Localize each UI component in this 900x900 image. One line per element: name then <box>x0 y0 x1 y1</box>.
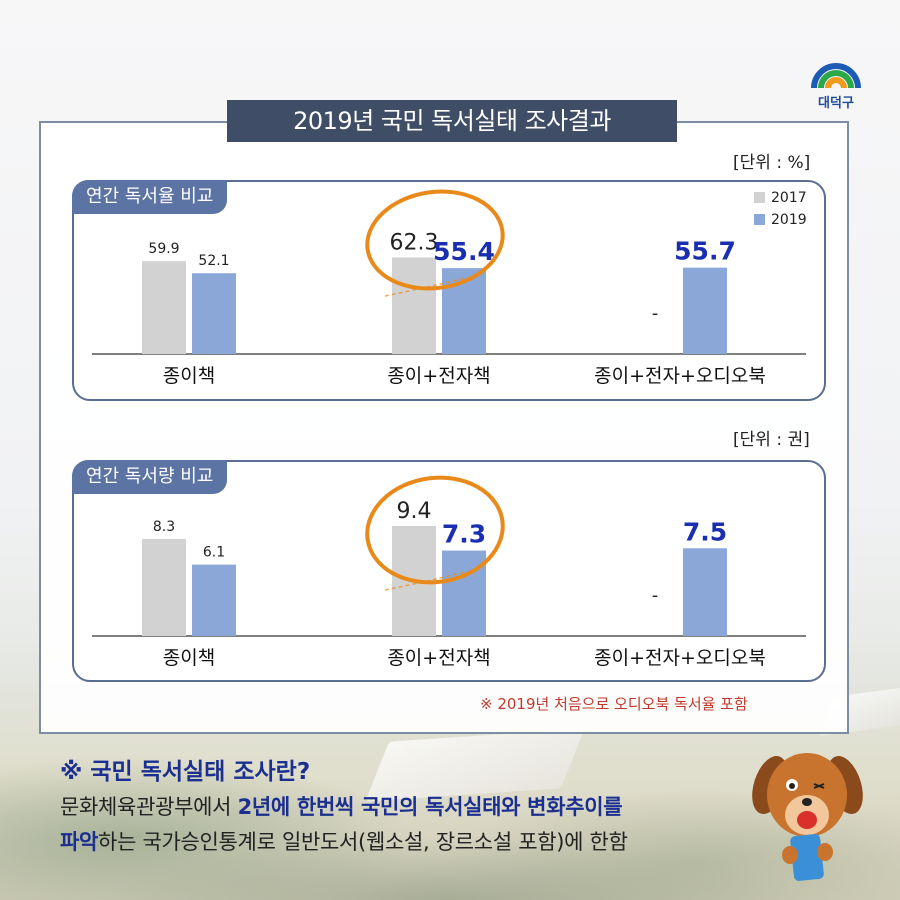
bar-2019-1 <box>442 550 486 636</box>
legend-swatch-2017 <box>754 192 765 203</box>
bar-2019-0 <box>192 273 236 354</box>
bar-2019-2 <box>683 267 727 354</box>
legend-swatch-2019 <box>754 214 765 225</box>
reading-volume-chart: 8.3 6.1 종이책 9.4 7.3 종이+전자책 - 7.5 종이+전자+오디오북 <box>92 475 806 669</box>
category-label-1: 종이+전자책 <box>387 365 490 387</box>
bar-2017-0 <box>142 538 186 636</box>
data-label-2017-0: 8.3 <box>153 519 175 535</box>
info-line-2-b: 하는 국가승인통계로 일반도서(웹소설, 장르소설 포함)에 한함 <box>98 830 628 854</box>
category-label-2: 종이+전자+오디오북 <box>594 647 766 669</box>
bar-2017-1 <box>392 257 436 354</box>
bar-2019-0 <box>192 564 236 636</box>
logo-arc-icon <box>811 63 861 89</box>
reading-volume-tab: 연간 독서량 비교 <box>72 460 228 494</box>
data-label-2019-2: 55.7 <box>674 237 736 266</box>
footnote: ※ 2019년 처음으로 오디오북 독서율 포함 <box>480 695 748 713</box>
bar-2017-0 <box>142 261 186 354</box>
data-label-2017-0: 59.9 <box>148 241 179 257</box>
data-label-2019-1: 7.3 <box>442 520 486 549</box>
data-label-2019-2: 7.5 <box>683 517 727 546</box>
category-label-1: 종이+전자책 <box>387 647 490 669</box>
reading-rate-chart: 59.9 52.1 종이책 62.355.4 종이+전자책 - 55.7 종이+전자+오디오북… <box>92 189 807 387</box>
info-question: ※ 국민 독서실태 조사란? <box>60 759 311 785</box>
page-title: 2019년 국민 독서실태 조사결과 <box>227 100 677 142</box>
data-label-2017-2: - <box>652 585 659 606</box>
logo-text: 대덕구 <box>818 96 854 111</box>
unit-volume: [단위 : 권] <box>733 430 810 450</box>
category-label-0: 종이책 <box>163 365 215 387</box>
info-line-1-a: 문화체육관광부에서 <box>60 795 238 819</box>
data-label-2017-1: 9.4 <box>397 499 432 524</box>
data-label-2019-0: 6.1 <box>203 545 225 561</box>
reading-rate-tab: 연간 독서율 비교 <box>72 180 228 214</box>
data-label-2017-2: - <box>652 303 659 324</box>
info-line-1-highlight: 2년에 한번씩 국민의 독서실태와 변화추이를 <box>237 795 623 819</box>
category-label-0: 종이책 <box>163 647 215 669</box>
legend-label-2019: 2019 <box>771 212 807 228</box>
category-label-2: 종이+전자+오디오북 <box>594 365 766 387</box>
highlight-circle <box>365 475 505 585</box>
unit-percent: [단위 : %] <box>733 153 811 173</box>
data-label-2017-1: 62.3 <box>390 230 439 255</box>
mascot-dog-icon <box>752 753 863 881</box>
legend-label-2017: 2017 <box>771 190 807 206</box>
info-line-1: 문화체육관광부에서 2년에 한번씩 국민의 독서실태와 변화추이를 <box>60 791 623 821</box>
info-line-2-highlight: 파악 <box>60 830 99 854</box>
highlight-stroke-tail <box>384 571 466 591</box>
data-label-2019-1: 55.4 <box>433 237 495 266</box>
highlight-circle <box>365 189 505 291</box>
daedeok-logo: 대덕구 <box>806 52 866 112</box>
bar-2019-2 <box>683 548 727 636</box>
highlight-stroke-tail <box>384 277 466 297</box>
data-label-2019-0: 52.1 <box>198 253 229 269</box>
info-line-2: 파악하는 국가승인통계로 일반도서(웹소설, 장르소설 포함)에 한함 <box>60 826 628 856</box>
